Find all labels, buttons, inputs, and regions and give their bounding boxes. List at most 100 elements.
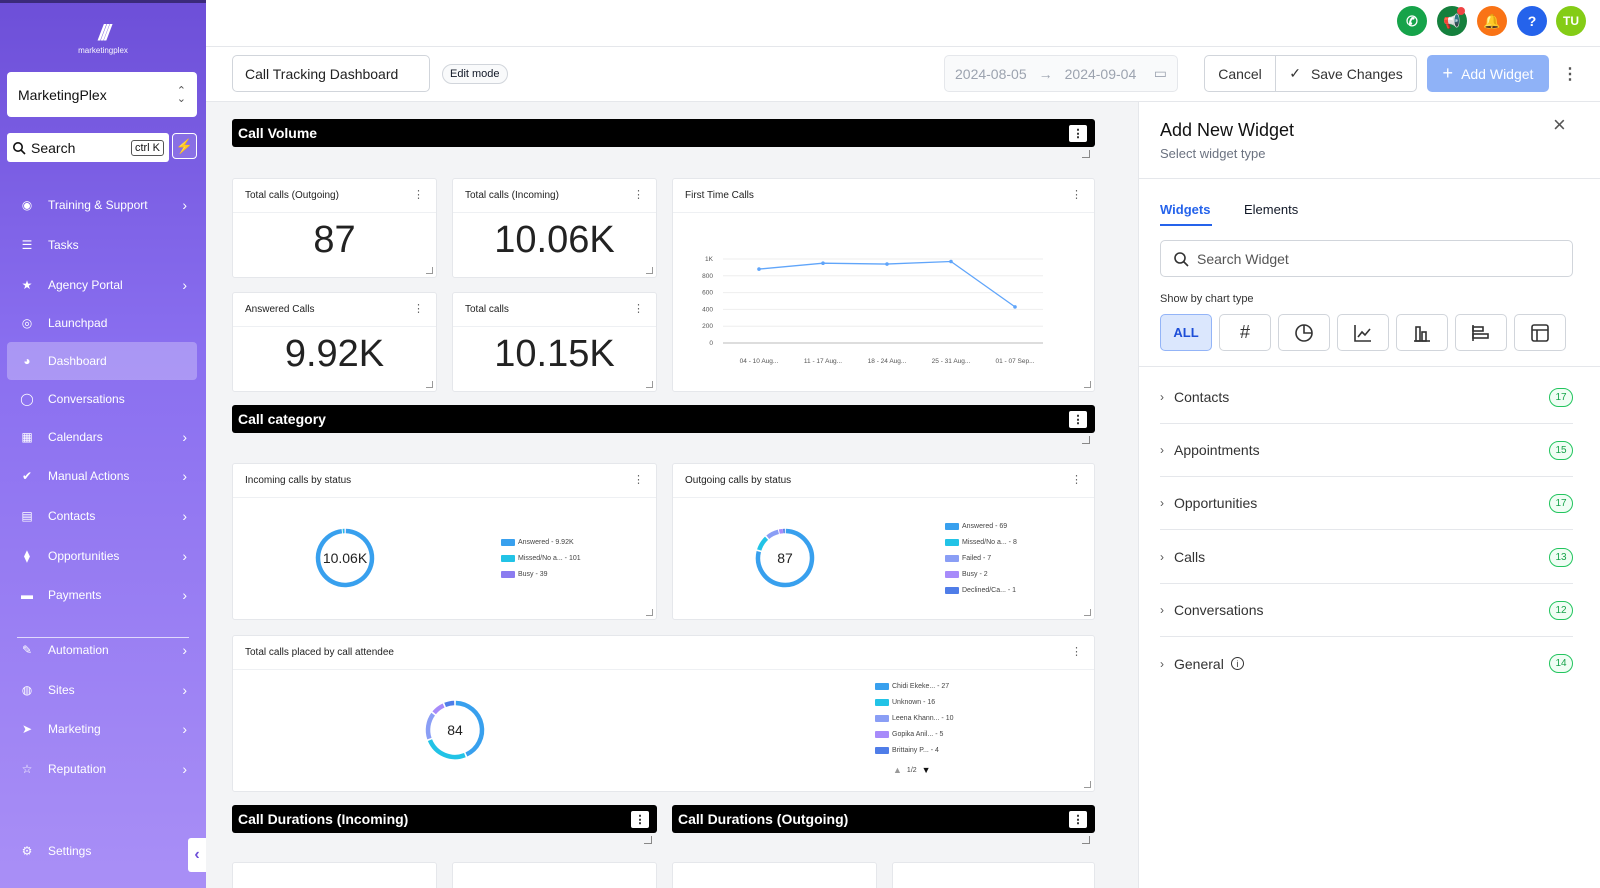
quick-actions-bolt-icon[interactable]: ⚡: [172, 133, 197, 159]
legend-item[interactable]: Busy - 2: [945, 566, 1017, 582]
data-point[interactable]: [949, 259, 953, 264]
section-menu-icon[interactable]: ⋮: [1069, 411, 1087, 428]
pager-up-icon[interactable]: ▲: [893, 765, 902, 775]
resize-handle[interactable]: [426, 381, 433, 388]
resize-handle[interactable]: [1082, 836, 1090, 844]
widget-search-input[interactable]: Search Widget: [1160, 240, 1573, 277]
resize-handle[interactable]: [644, 836, 652, 844]
card-menu-icon[interactable]: ⋮: [1071, 474, 1082, 486]
data-point[interactable]: [757, 267, 761, 271]
resize-handle[interactable]: [646, 609, 653, 616]
donut-slice[interactable]: [427, 739, 466, 760]
tab-widgets[interactable]: Widgets: [1160, 202, 1211, 217]
donut-slice[interactable]: [455, 700, 485, 757]
sidebar-item-opportunities[interactable]: ⧫ Opportunities ›: [7, 537, 197, 575]
card-menu-icon[interactable]: ⋮: [633, 303, 644, 315]
sidebar-item-tasks[interactable]: ☰ Tasks: [7, 226, 197, 264]
category-opportunities[interactable]: › Opportunities 17: [1160, 477, 1573, 530]
donut-slice[interactable]: [444, 700, 455, 708]
sidebar-item-marketing[interactable]: ➤ Marketing ›: [7, 710, 197, 748]
help-icon[interactable]: ?: [1517, 6, 1547, 36]
donut-slice[interactable]: [315, 528, 375, 588]
user-avatar[interactable]: TU: [1556, 6, 1586, 36]
section-durations-outgoing[interactable]: Call Durations (Outgoing) ⋮: [672, 805, 1095, 833]
section-menu-icon[interactable]: ⋮: [1069, 125, 1087, 142]
category-calls[interactable]: › Calls 13: [1160, 531, 1573, 584]
donut-slice[interactable]: [766, 529, 780, 540]
kpi-card-partial[interactable]: [452, 862, 657, 888]
legend-item[interactable]: Brittainy P... - 4: [875, 742, 954, 758]
sidebar-item-automation[interactable]: ✎ Automation ›: [7, 631, 197, 669]
pager-down-icon[interactable]: ▼: [921, 765, 931, 775]
card-menu-icon[interactable]: ⋮: [633, 189, 644, 201]
section-durations-incoming[interactable]: Call Durations (Incoming) ⋮: [232, 805, 657, 833]
donut-slice[interactable]: [755, 528, 815, 588]
bell-icon[interactable]: 🔔: [1477, 6, 1507, 36]
legend-item[interactable]: Answered - 9.92K: [501, 534, 581, 550]
chart-type-all-button[interactable]: ALL: [1160, 314, 1212, 351]
resize-handle[interactable]: [646, 267, 653, 274]
chart-type-line-button[interactable]: [1337, 314, 1389, 351]
sidebar-item-contacts[interactable]: ▤ Contacts ›: [7, 497, 197, 535]
sidebar-item-agency-portal[interactable]: ★ Agency Portal ›: [7, 266, 197, 304]
sidebar-item-sites[interactable]: ◍ Sites ›: [7, 671, 197, 709]
legend-item[interactable]: Unknown - 16: [875, 694, 954, 710]
legend-item[interactable]: Missed/No a... - 8: [945, 534, 1017, 550]
card-menu-icon[interactable]: ⋮: [1071, 189, 1082, 201]
category-contacts[interactable]: › Contacts 17: [1160, 371, 1573, 424]
resize-handle[interactable]: [646, 381, 653, 388]
legend-item[interactable]: Missed/No a... - 101: [501, 550, 581, 566]
resize-handle[interactable]: [1084, 609, 1091, 616]
info-icon[interactable]: i: [1230, 657, 1244, 670]
megaphone-icon[interactable]: 📢: [1437, 6, 1467, 36]
data-point[interactable]: [1013, 305, 1017, 309]
legend-item[interactable]: Busy - 39: [501, 566, 581, 582]
resize-handle[interactable]: [426, 267, 433, 274]
data-point[interactable]: [885, 262, 889, 266]
resize-handle[interactable]: [1082, 436, 1090, 444]
sidebar-item-calendars[interactable]: ▦ Calendars ›: [7, 418, 197, 456]
chart-type-table-button[interactable]: [1514, 314, 1566, 351]
category-conversations[interactable]: › Conversations 12: [1160, 584, 1573, 637]
save-changes-button[interactable]: ✓ Save Changes: [1275, 55, 1417, 92]
chart-type-horizontal-bar-button[interactable]: [1455, 314, 1507, 351]
chart-type-pie-button[interactable]: [1278, 314, 1330, 351]
kpi-card[interactable]: Total calls ⋮ 10.15K: [452, 292, 657, 392]
resize-handle[interactable]: [1084, 781, 1091, 788]
kpi-card[interactable]: Total calls (Outgoing) ⋮ 87: [232, 178, 437, 278]
kpi-card-partial[interactable]: [892, 862, 1095, 888]
chart-type-number-button[interactable]: #: [1219, 314, 1271, 351]
more-options-icon[interactable]: ⋮: [1562, 66, 1578, 83]
kpi-card-partial[interactable]: [232, 862, 437, 888]
outgoing-status-card[interactable]: Outgoing calls by status ⋮ 87 Answered -…: [672, 463, 1095, 620]
donut-slice[interactable]: [432, 703, 445, 715]
section-menu-icon[interactable]: ⋮: [1069, 811, 1087, 828]
category-general[interactable]: › General i 14: [1160, 637, 1573, 690]
sidebar-item-dashboard[interactable]: ◕ Dashboard: [7, 342, 197, 380]
card-menu-icon[interactable]: ⋮: [1071, 646, 1082, 658]
section-menu-icon[interactable]: ⋮: [631, 811, 649, 828]
card-menu-icon[interactable]: ⋮: [633, 474, 644, 486]
category-appointments[interactable]: › Appointments 15: [1160, 424, 1573, 477]
legend-item[interactable]: Failed - 7: [945, 550, 1017, 566]
donut-slice[interactable]: [757, 536, 769, 551]
donut-slice[interactable]: [425, 712, 436, 740]
add-widget-button[interactable]: + Add Widget: [1427, 55, 1549, 92]
sidebar-item-manual-actions[interactable]: ✔ Manual Actions ›: [7, 457, 197, 495]
tab-elements[interactable]: Elements: [1244, 202, 1299, 217]
legend-item[interactable]: Chidi Ekeke... - 27: [875, 678, 954, 694]
sidebar-item-training-support[interactable]: ◉ Training & Support ›: [7, 186, 197, 224]
resize-handle[interactable]: [1084, 381, 1091, 388]
sidebar-search[interactable]: Search ctrl K: [7, 133, 169, 162]
date-range-picker[interactable]: 2024-08-05 → 2024-09-04 ▭: [944, 55, 1178, 92]
resize-handle[interactable]: [1082, 150, 1090, 158]
donut-slice[interactable]: [778, 528, 784, 534]
card-menu-icon[interactable]: ⋮: [413, 189, 424, 201]
close-icon[interactable]: ×: [1553, 112, 1566, 137]
legend-item[interactable]: Gopika Anil... - 5: [875, 726, 954, 742]
legend-item[interactable]: Declined/Ca... - 1: [945, 582, 1017, 598]
sidebar-item-conversations[interactable]: ◯ Conversations: [7, 380, 197, 418]
brand-logo[interactable]: /// marketingplex: [0, 20, 206, 55]
sidebar-item-settings[interactable]: ⚙ Settings: [7, 832, 197, 870]
collapse-sidebar-chevron-icon[interactable]: ‹: [188, 838, 206, 872]
